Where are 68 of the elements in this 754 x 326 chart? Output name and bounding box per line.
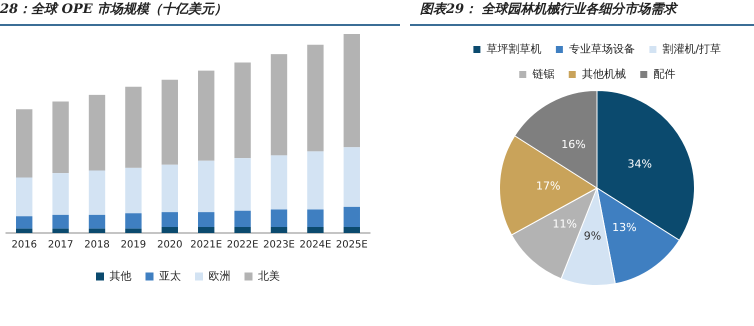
- x-tick-label: 2018: [84, 240, 110, 251]
- legend-label: 草坪割草机: [486, 42, 542, 56]
- x-tick-label: 2020: [157, 240, 183, 251]
- x-tick-label: 2021E: [190, 240, 222, 251]
- legend-label: 其他: [110, 269, 132, 282]
- data-label: 13%: [612, 221, 637, 234]
- bar: [307, 44, 324, 152]
- bar: [344, 147, 360, 207]
- bar: [270, 227, 288, 233]
- chart-title: 28：全球 OPE 市场规模（十亿美元）: [0, 0, 228, 19]
- bar: [52, 101, 69, 174]
- bar: [270, 155, 288, 210]
- legend-label: 配件: [653, 67, 676, 80]
- bar: [270, 54, 288, 156]
- legend-label: 亚太: [159, 269, 181, 282]
- bar: [234, 210, 251, 228]
- bar: [88, 228, 106, 233]
- bar: [344, 227, 360, 233]
- bar: [234, 62, 251, 158]
- legend-label: 链锯: [531, 67, 554, 80]
- bar: [234, 227, 251, 233]
- bar: [198, 212, 214, 228]
- bar: [270, 210, 288, 228]
- chart-title: 图表29： 全球园林机械行业各细分市场需求: [420, 0, 677, 19]
- bar: [344, 34, 360, 148]
- bar: [88, 170, 106, 215]
- x-tick-label: 2017: [48, 240, 74, 251]
- bar: [162, 227, 178, 233]
- bar: [125, 86, 142, 168]
- bar: [88, 214, 106, 229]
- bar: [52, 173, 69, 215]
- bar: [16, 228, 32, 233]
- x-tick-label: 2022E: [226, 240, 258, 251]
- bar: [307, 227, 324, 233]
- x-tick-label: 2024E: [300, 240, 332, 251]
- legend-label: 欧洲: [208, 269, 230, 282]
- bar: [162, 212, 178, 228]
- bar: [52, 214, 69, 229]
- bar: [52, 228, 69, 233]
- legend-label: 其他机械: [582, 67, 626, 80]
- bar: [125, 168, 142, 214]
- data-label: 34%: [627, 157, 652, 170]
- bar: [162, 164, 178, 212]
- bar: [16, 177, 32, 216]
- legend-label: 割灌机/打草: [662, 42, 722, 56]
- bar: [125, 213, 142, 229]
- bar: [162, 80, 178, 165]
- bar: [16, 109, 32, 178]
- x-tick-label: 2019: [120, 240, 146, 251]
- legend-label: 专业草场设备: [568, 42, 635, 56]
- bar: [198, 160, 214, 212]
- data-label: 16%: [561, 138, 586, 152]
- data-label: 11%: [552, 217, 577, 230]
- bar: [88, 94, 106, 171]
- bar: [307, 151, 324, 210]
- data-label: 9%: [584, 229, 602, 242]
- bar: [16, 216, 32, 229]
- legend-label: 北美: [258, 269, 280, 282]
- bar: [125, 228, 142, 233]
- bar: [198, 70, 214, 161]
- data-label: 17%: [536, 179, 560, 192]
- bar: [234, 158, 251, 211]
- x-tick-label: 2016: [11, 240, 37, 251]
- x-tick-label: 2025E: [336, 240, 368, 251]
- x-tick-label: 2023E: [263, 240, 295, 251]
- bar: [198, 227, 214, 233]
- bar: [307, 210, 324, 228]
- bar: [344, 206, 360, 228]
